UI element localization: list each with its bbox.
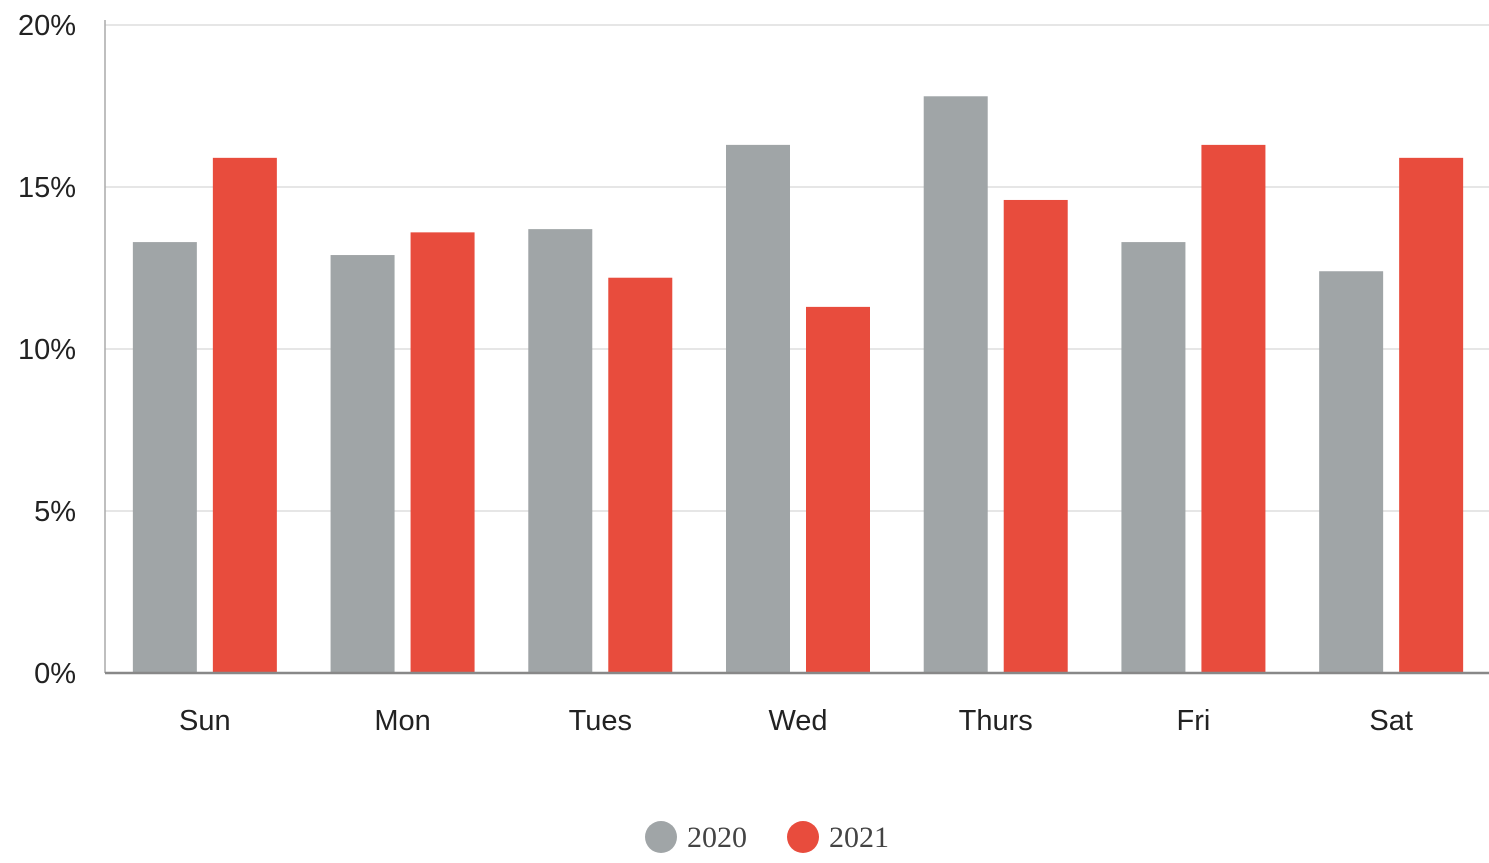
bar-2021-mon[interactable]: [410, 232, 475, 674]
gridlines: [105, 24, 1489, 512]
bar-2020-fri[interactable]: [1121, 242, 1186, 673]
legend-label: 2021: [829, 821, 889, 854]
legend-marker: [787, 821, 819, 853]
legend: 2020 2021: [645, 821, 889, 854]
bar-2021-wed[interactable]: [806, 306, 870, 673]
legend-marker: [645, 821, 677, 853]
y-tick-label: 15%: [18, 172, 76, 204]
bar-2021-thurs[interactable]: [1003, 199, 1068, 673]
legend-label: 2020: [687, 821, 747, 854]
x-tick-label: Tues: [569, 705, 632, 737]
bar-2020-tues[interactable]: [528, 229, 593, 673]
x-tick-labels: Sun Mon Tues Wed Thurs Fri Sat: [179, 705, 1413, 737]
legend-item-2021[interactable]: 2021: [787, 821, 889, 854]
bar-2021-fri[interactable]: [1201, 144, 1266, 673]
y-tick-label: 10%: [18, 334, 76, 366]
bar-2021-sun[interactable]: [212, 157, 277, 674]
x-tick-label: Thurs: [959, 705, 1033, 737]
y-tick-labels: 0% 5% 10% 15% 20%: [18, 10, 76, 690]
x-tick-label: Mon: [374, 705, 430, 737]
y-tick-label: 20%: [18, 10, 76, 42]
axes: [104, 20, 1489, 675]
bar-2021-tues[interactable]: [608, 277, 673, 673]
bar-2020-wed[interactable]: [726, 144, 790, 673]
y-tick-label: 0%: [34, 658, 76, 690]
bar-2020-thurs[interactable]: [923, 96, 988, 673]
bar-2020-sun[interactable]: [132, 242, 197, 673]
bar-2020-mon[interactable]: [330, 255, 395, 674]
x-tick-label: Sun: [179, 705, 231, 737]
y-tick-label: 5%: [34, 496, 76, 528]
x-tick-label: Sat: [1369, 705, 1413, 737]
legend-item-2020[interactable]: 2020: [645, 821, 747, 854]
bars: [132, 96, 1464, 674]
x-tick-label: Wed: [768, 705, 827, 737]
bar-2020-sat[interactable]: [1319, 271, 1384, 673]
x-tick-label: Fri: [1177, 705, 1211, 737]
bar-2021-sat[interactable]: [1399, 157, 1464, 674]
